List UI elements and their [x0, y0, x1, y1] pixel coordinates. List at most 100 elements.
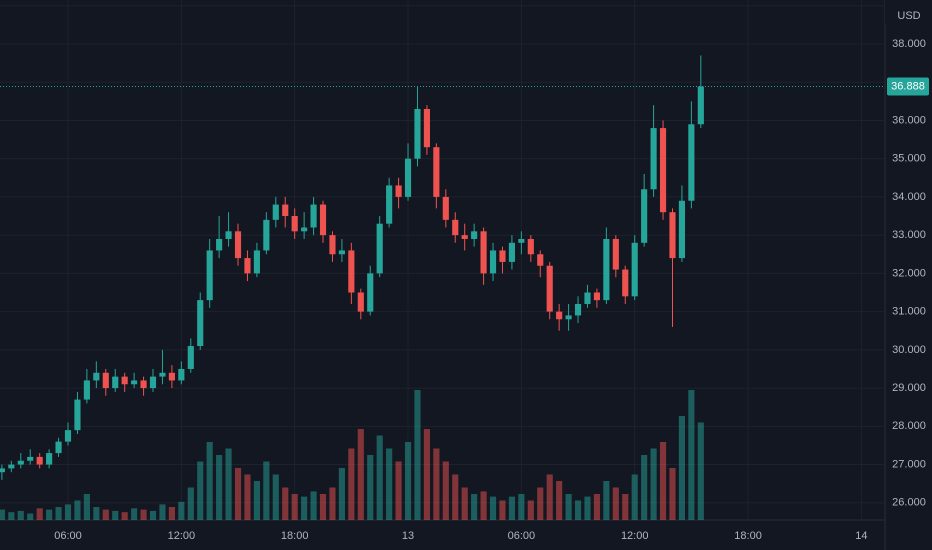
volume-bar	[480, 491, 487, 520]
candle-body	[55, 441, 62, 454]
x-tick-label: 18:00	[734, 530, 762, 542]
volume-bar	[593, 494, 600, 520]
volume-bar	[225, 448, 232, 520]
volume-bar	[367, 455, 374, 520]
candle-body	[225, 231, 232, 239]
candle-body	[310, 204, 317, 228]
volume-bar	[508, 496, 515, 520]
volume-bar	[159, 504, 166, 520]
volume-bar	[149, 510, 157, 520]
volume-bar	[527, 500, 534, 520]
candle-body	[669, 212, 676, 259]
candle-body	[556, 311, 563, 320]
volume-bar	[641, 455, 648, 520]
y-tick-label: 35.000	[892, 153, 926, 165]
volume-bar	[357, 429, 364, 520]
candle-body	[46, 453, 53, 465]
volume-bar	[234, 468, 242, 520]
volume-bar	[688, 390, 695, 520]
candle-body	[272, 204, 279, 220]
volume-bar	[121, 512, 128, 520]
volume-bar	[395, 461, 402, 520]
volume-bar	[631, 474, 638, 520]
last-price-label: 36.888	[891, 80, 925, 92]
candle-body	[641, 189, 648, 243]
candle-body	[612, 238, 619, 270]
x-tick-label: 14	[855, 530, 867, 542]
candle-body	[499, 250, 506, 262]
volume-bar	[518, 494, 525, 520]
candle-body	[159, 372, 166, 377]
volume-bar	[8, 512, 15, 520]
volume-bar	[17, 510, 24, 520]
y-tick-label: 26.000	[892, 497, 926, 509]
candle-body	[404, 158, 412, 197]
volume-bar	[556, 481, 563, 520]
candle-body	[131, 380, 138, 385]
candle-body	[395, 185, 402, 197]
volume-bar	[471, 494, 478, 520]
y-tick-label: 28.000	[892, 420, 926, 432]
candle-body	[216, 238, 223, 251]
candle-body	[17, 460, 24, 465]
volume-bar	[310, 491, 317, 520]
candle-body	[423, 108, 430, 148]
candles	[0, 55, 704, 480]
volume-bar	[433, 448, 440, 520]
volume-bar	[329, 487, 336, 520]
volume-bar	[574, 500, 582, 520]
candle-body	[603, 238, 610, 301]
candle-body	[367, 273, 374, 312]
candle-body	[537, 254, 544, 266]
candle-body	[0, 468, 5, 473]
volume-bar	[291, 494, 298, 520]
candle-body	[518, 238, 525, 243]
x-tick-label: 06:00	[54, 530, 82, 542]
candle-body	[168, 372, 175, 381]
candle-body	[480, 231, 487, 274]
candle-body	[206, 250, 213, 301]
candle-body	[102, 372, 109, 389]
volume-bar	[55, 507, 62, 520]
volume-bar	[36, 508, 43, 520]
candle-body	[574, 303, 582, 316]
volume-bar	[244, 474, 251, 520]
candle-body	[357, 292, 364, 312]
candle-body	[36, 456, 43, 465]
volume-bar	[546, 474, 553, 520]
volume-bar	[499, 500, 506, 520]
x-tick-label: 18:00	[281, 530, 309, 542]
volume-bar	[140, 509, 147, 520]
volume-bar	[301, 496, 308, 520]
candle-body	[622, 269, 629, 297]
candle-body	[452, 219, 459, 236]
candle-body	[546, 265, 553, 312]
y-tick-label: 33.000	[892, 229, 926, 241]
volume-bar	[27, 513, 34, 520]
volume-bar	[102, 509, 109, 520]
candle-body	[8, 464, 15, 469]
volume-bar	[612, 487, 619, 520]
currency-label: USD	[897, 10, 920, 22]
volume-pane	[0, 390, 704, 520]
volume-bar	[404, 442, 412, 520]
volume-bar	[442, 461, 449, 520]
volume-bar	[650, 448, 657, 520]
candle-body	[489, 250, 497, 274]
volume-bar	[168, 507, 175, 520]
volume-bar	[423, 429, 430, 520]
candle-body	[442, 196, 449, 220]
candle-body	[64, 430, 72, 442]
candle-body	[659, 128, 667, 213]
candle-body	[471, 231, 478, 239]
candle-body	[688, 124, 695, 201]
candle-body	[527, 238, 534, 255]
volume-bar	[282, 487, 289, 520]
candle-body	[112, 376, 119, 389]
candle-body	[508, 242, 515, 262]
candle-body	[376, 223, 383, 274]
candle-body	[121, 376, 128, 385]
volume-bar	[697, 422, 704, 520]
